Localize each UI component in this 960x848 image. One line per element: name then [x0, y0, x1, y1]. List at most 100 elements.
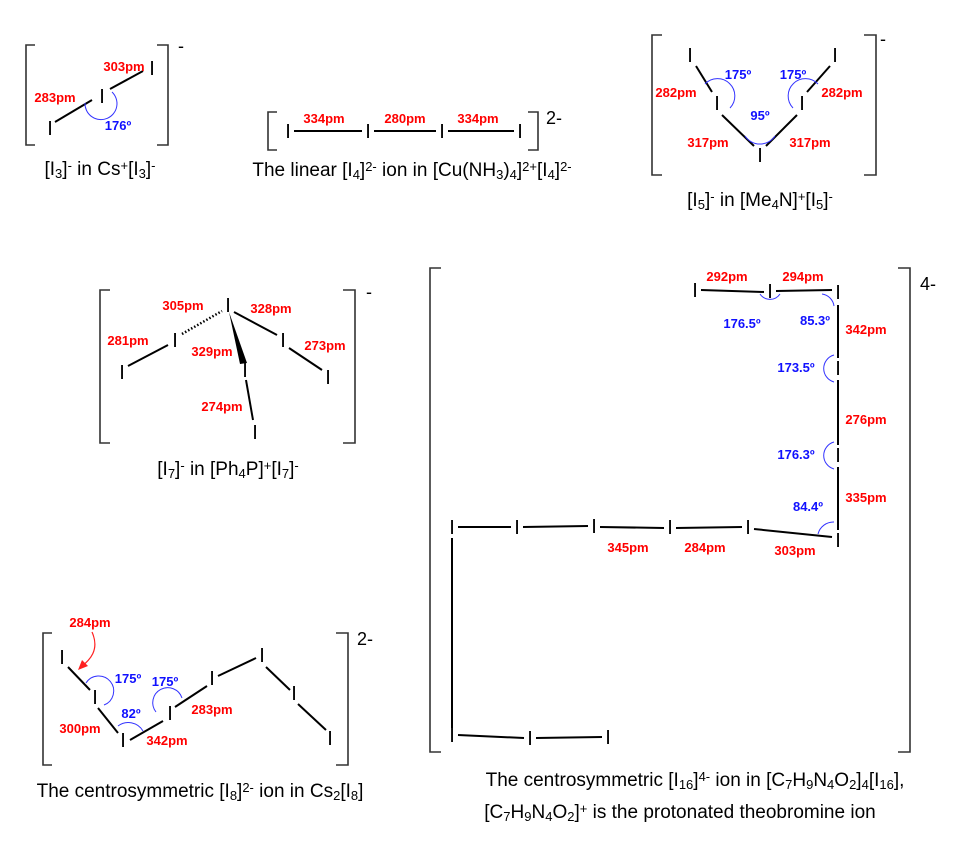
bond-length-label: 335pm — [845, 490, 886, 505]
caption-text: The linear [I — [252, 160, 352, 181]
bond-angle-label: 176.3º — [777, 447, 815, 462]
left-bracket — [99, 289, 110, 444]
caption-text: ] — [360, 160, 365, 181]
bond-length-label: 328pm — [250, 301, 291, 316]
bond — [753, 528, 833, 538]
bond — [457, 734, 525, 739]
caption-i7: [I7]- in [Ph4P]+[I7]- — [157, 458, 299, 481]
caption-subscript: 5 — [698, 197, 705, 212]
iodine-atom: I — [167, 703, 173, 725]
iodine-atom: I — [449, 517, 455, 539]
iodine-atom: I — [832, 45, 838, 67]
bond-length-label: 281pm — [107, 333, 148, 348]
iodine-atom: I — [92, 687, 98, 709]
bond-length-label: 303pm — [103, 59, 144, 74]
angle-arc — [787, 78, 819, 109]
right-bracket — [157, 44, 169, 146]
angle-arc — [759, 293, 781, 300]
angle-arc — [744, 135, 776, 145]
caption-supscript: + — [580, 801, 588, 816]
bond-length-label: 273pm — [304, 338, 345, 353]
caption-text: ] — [856, 770, 861, 791]
caption-text: ion in Cs — [254, 781, 333, 802]
charge-label: - — [178, 36, 184, 56]
caption-subscript: 4 — [510, 167, 517, 182]
angle-arc — [823, 354, 835, 383]
caption-text: in [Ph — [185, 459, 239, 480]
caption-text: ] — [574, 802, 579, 823]
left-bracket — [25, 44, 35, 146]
bond-angle-label: 175º — [152, 674, 179, 689]
iodine-atom: I — [59, 647, 65, 669]
bond — [806, 65, 831, 93]
bond-length-label: 317pm — [687, 135, 728, 150]
caption-text: ) — [503, 160, 509, 181]
charge-label: 2- — [546, 108, 562, 128]
caption-text: ] — [237, 781, 242, 802]
bond-length-label: 280pm — [384, 111, 425, 126]
iodine-atom: I — [280, 330, 286, 352]
iodine-atom: I — [365, 121, 371, 143]
wedge-bond — [229, 312, 247, 364]
bond-length-label: 292pm — [706, 269, 747, 284]
caption-text: ] — [555, 160, 560, 181]
caption-text: ], — [894, 770, 905, 791]
angle-arc — [823, 441, 835, 470]
caption-text: [I — [537, 160, 548, 181]
caption-text: [I — [44, 159, 55, 180]
bond — [695, 65, 713, 93]
caption-text: ] — [289, 459, 294, 480]
caption-subscript: 2 — [849, 777, 856, 792]
caption-subscript: 3 — [496, 167, 503, 182]
iodine-atom: I — [439, 121, 445, 143]
caption-subscript: 16 — [679, 777, 693, 792]
charge-label: - — [366, 282, 372, 302]
iodine-atom: I — [120, 730, 126, 752]
bond — [127, 344, 169, 367]
caption-text: ] — [705, 190, 710, 211]
caption-text: ] — [823, 190, 828, 211]
caption-text: in [Me — [715, 190, 772, 211]
caption-supscript: - — [710, 189, 714, 204]
bond — [775, 289, 833, 292]
caption-text: ion in [C — [710, 770, 785, 791]
caption-text: N] — [779, 190, 798, 211]
dashed-bond — [181, 309, 223, 336]
caption-text: ] — [358, 781, 363, 802]
caption-supscript: + — [798, 189, 806, 204]
charge-label: 4- — [920, 274, 936, 294]
bond — [288, 347, 323, 371]
bond-length-label: 294pm — [782, 269, 823, 284]
bond-length-label: 303pm — [774, 543, 815, 558]
iodine-atom: I — [119, 362, 125, 384]
atoms: I I I I I I I — [119, 295, 331, 444]
caption-subscript: 4 — [862, 777, 869, 792]
caption-text: O — [552, 802, 567, 823]
bond — [67, 666, 91, 691]
caption-supscript: - — [829, 189, 833, 204]
bond-angle-label: 175º — [115, 671, 142, 686]
bond-angle-label: 84.4º — [793, 499, 823, 514]
caption-text: [I — [271, 459, 282, 480]
bond-angle-label: 95º — [750, 108, 769, 123]
caption-subscript: 5 — [816, 197, 823, 212]
iodine-atom: I — [449, 543, 455, 565]
caption-text: [I — [128, 159, 139, 180]
caption-supscript: 2- — [560, 159, 572, 174]
left-bracket — [267, 111, 277, 151]
iodine-atom: I — [449, 581, 455, 603]
caption-text: P] — [246, 459, 264, 480]
bond-length-label: 334pm — [457, 111, 498, 126]
i16-structure: 4- 292pm 294pm 342pm 276pm 335pm 345pm 2… — [429, 267, 936, 824]
bond — [129, 720, 164, 741]
caption-supscript: 2- — [242, 780, 254, 795]
caption-supscript: 2+ — [522, 159, 537, 174]
iodine-atom: I — [449, 687, 455, 709]
caption-i8: The centrosymmetric [I8]2- ion in Cs2[I8… — [37, 780, 364, 803]
bond — [265, 666, 291, 691]
caption-text: ion in [Cu(NH — [377, 160, 496, 181]
caption-supscript: + — [120, 158, 128, 173]
iodine-atom: I — [835, 358, 841, 380]
